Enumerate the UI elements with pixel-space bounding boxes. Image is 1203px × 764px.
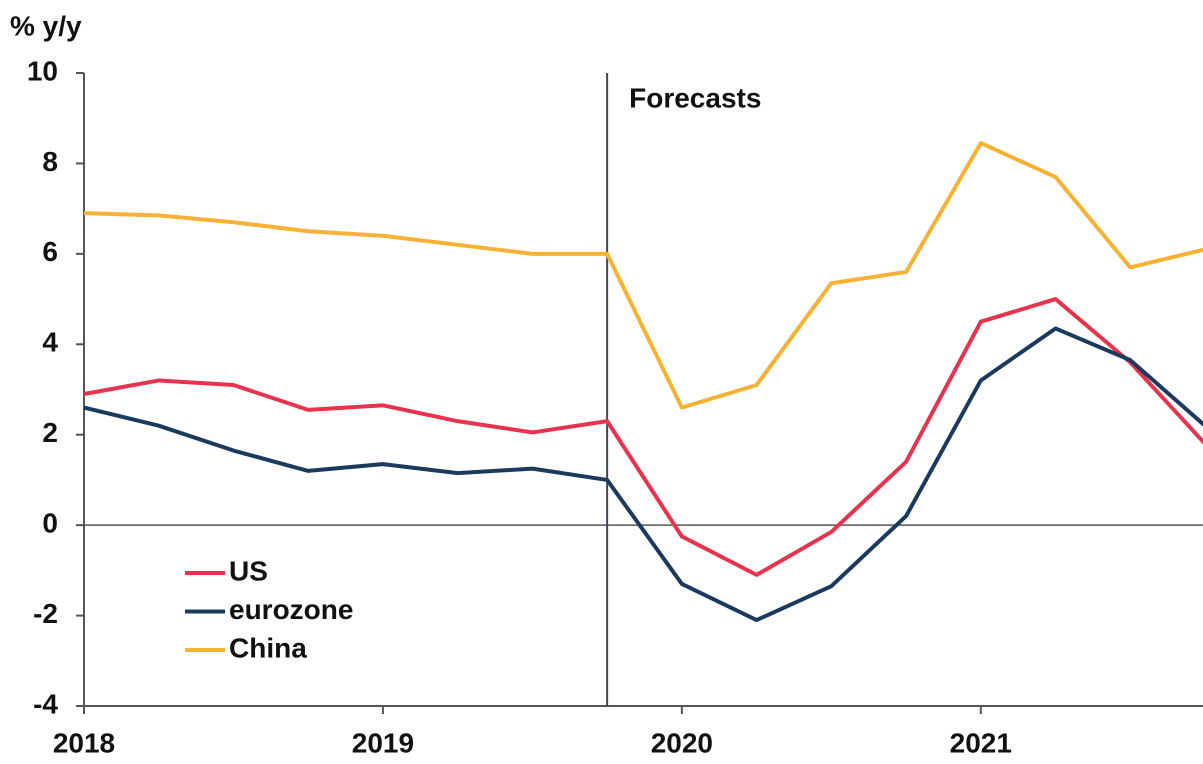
y-tick-label: 8	[42, 146, 58, 177]
y-tick-label: -4	[33, 688, 58, 719]
y-tick-label: -2	[33, 598, 58, 629]
y-tick-label: 10	[27, 55, 58, 86]
annotation: Forecasts	[629, 82, 761, 113]
legend-label: eurozone	[229, 594, 353, 625]
legend-label: China	[229, 632, 307, 663]
x-tick-label: 2020	[651, 727, 713, 758]
series-line	[83, 297, 1203, 577]
x-tick-label: 2019	[352, 727, 414, 758]
y-tick-label: 6	[42, 236, 58, 267]
series-line	[83, 141, 1203, 410]
x-tick-label: 2021	[950, 727, 1012, 758]
series-line	[83, 326, 1203, 623]
y-tick-label: 2	[42, 417, 58, 448]
legend-label: US	[229, 555, 268, 586]
y-tick-label: 4	[42, 327, 58, 358]
y-axis-label: % y/y	[10, 10, 82, 41]
x-tick-label: 2018	[53, 727, 115, 758]
y-tick-label: 0	[42, 508, 58, 539]
